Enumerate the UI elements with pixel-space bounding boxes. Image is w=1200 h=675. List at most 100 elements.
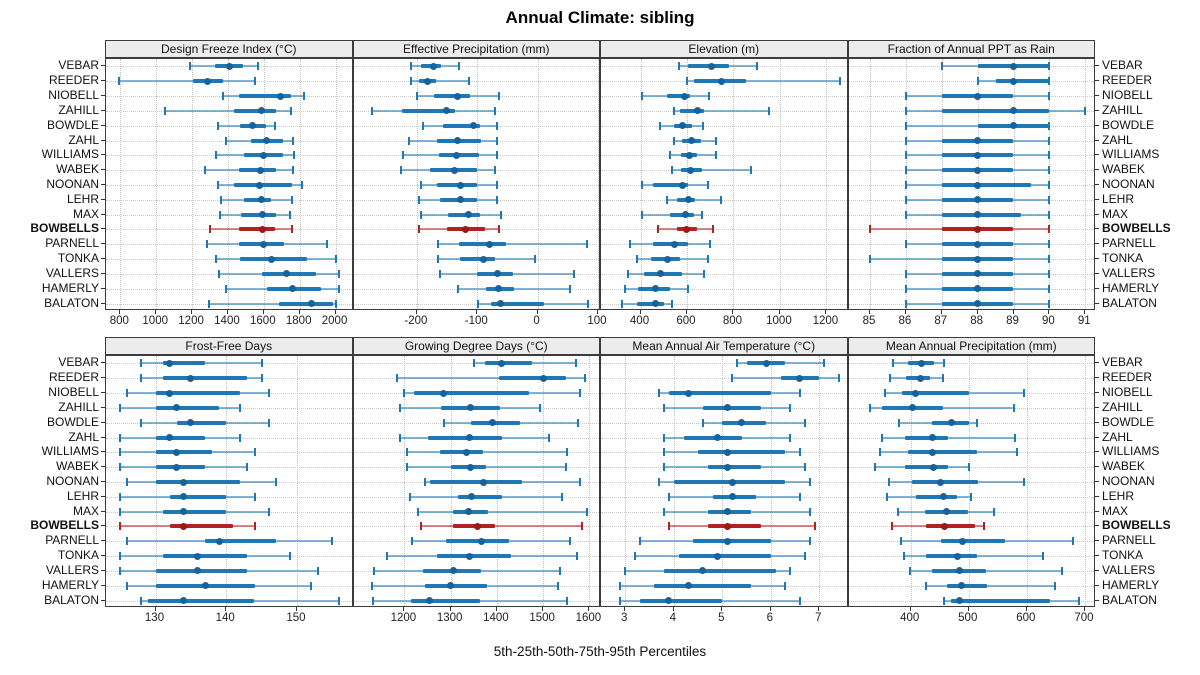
panel-strip: Fraction of Annual PPT as Rain [847, 40, 1095, 58]
whisker-cap-low [673, 136, 676, 145]
panel-title: Fraction of Annual PPT as Rain [887, 42, 1055, 56]
row-tick-right [1095, 139, 1099, 141]
median-dot [203, 77, 211, 85]
median-dot [263, 137, 271, 145]
median-dot [723, 463, 731, 471]
whisker-cap-low [370, 106, 373, 115]
whisker-cap-high [1048, 77, 1051, 86]
whisker-cap-high [1053, 581, 1056, 590]
whisker-cap-low [638, 537, 641, 546]
axis-tick-label: 5 [718, 612, 725, 624]
iqr-bar [707, 524, 762, 529]
median-dot [718, 77, 726, 85]
whisker-cap-high [982, 522, 985, 531]
row-tick-left [101, 599, 105, 601]
whisker-cap-low [419, 522, 422, 531]
median-dot [955, 567, 963, 575]
iqr-bar [995, 79, 1050, 84]
row-tick-right [1095, 80, 1099, 82]
iqr-bar [912, 480, 979, 484]
median-dot [912, 389, 920, 397]
iqr-bar [205, 539, 276, 544]
whisker-cap-low [940, 62, 943, 71]
whisker-cap-low [119, 566, 122, 575]
whisker-cap-low [438, 269, 441, 278]
iqr-bar [901, 391, 969, 396]
median-dot [465, 552, 473, 560]
whisker-cap-low [943, 596, 946, 605]
station-label-right: REEDER [1102, 73, 1153, 88]
whisker-cap-high [708, 92, 711, 101]
median-dot [713, 552, 721, 560]
whisker-cap-low [909, 566, 912, 575]
whisker-cap-low [663, 448, 666, 457]
median-dot [457, 196, 465, 204]
v-gridline [826, 59, 828, 309]
median-dot [796, 374, 804, 382]
row-gridline [848, 363, 1094, 365]
whisker-cap-low [891, 522, 894, 531]
axis-tick [1084, 310, 1086, 314]
median-dot [656, 270, 664, 278]
axis-tick-label: 140 [215, 612, 235, 624]
whisker-cap-high [586, 507, 589, 516]
plot-area [105, 355, 353, 607]
panel-strip: Design Freeze Index (°C) [105, 40, 353, 58]
whisker-cap-high [558, 566, 561, 575]
panel-title: Frost-Free Days [185, 339, 273, 353]
median-dot [449, 567, 457, 575]
whisker-cap-high [556, 581, 559, 590]
whisker-cap-low [398, 403, 401, 412]
whisker-cap-low [456, 284, 459, 293]
median-dot [495, 285, 503, 293]
axis-tick [672, 607, 674, 611]
axis-tick-label: 1300 [436, 612, 463, 624]
whisker-cap-low [873, 463, 876, 472]
axis-tick [1025, 607, 1027, 611]
median-dot [180, 493, 188, 501]
panel-strip: Frost-Free Days [105, 337, 353, 355]
whisker-line [165, 109, 291, 112]
chart-title: Annual Climate: sibling [505, 8, 695, 27]
axis-tick-label: 1600 [250, 315, 276, 327]
median-dot [277, 92, 285, 100]
station-label-left: WABEK [56, 162, 99, 177]
row-tick-right [1095, 451, 1099, 453]
median-dot [282, 270, 290, 278]
row-tick-right [1095, 198, 1099, 200]
row-tick-right [1095, 599, 1099, 601]
median-dot [678, 181, 686, 189]
whisker-cap-low [673, 106, 676, 115]
station-label-right: ZAHL [1102, 429, 1133, 444]
whisker-line [119, 80, 255, 83]
v-gridline [296, 356, 298, 606]
plot-area [600, 58, 848, 310]
axis-tick-label: 4 [669, 612, 676, 624]
station-label-right: ZAHILL [1102, 399, 1143, 414]
whisker-cap-low [636, 255, 639, 264]
axis-tick [869, 310, 871, 314]
station-label-right: BOWDLE [1102, 414, 1155, 429]
station-label-right: MAX [1102, 503, 1129, 518]
station-label-right: NIOBELL [1102, 385, 1153, 400]
median-dot [477, 537, 485, 545]
row-gridline [353, 303, 599, 305]
whisker-cap-low [410, 77, 413, 86]
whisker-cap-high [839, 77, 842, 86]
row-tick-left [101, 302, 105, 304]
row-tick-right [1095, 406, 1099, 408]
iqr-bar [667, 94, 691, 99]
axis-tick [225, 607, 227, 611]
whisker-cap-low [897, 507, 900, 516]
iqr-bar [707, 465, 762, 470]
panel-title: Mean Annual Precipitation (mm) [885, 339, 1057, 353]
median-dot [201, 582, 209, 590]
whisker-cap-low [904, 210, 907, 219]
whisker-cap-low [904, 121, 907, 130]
whisker-cap-low [904, 106, 907, 115]
station-label-left: BOWBELLS [30, 518, 99, 533]
median-dot [728, 493, 736, 501]
whisker-cap-high [837, 374, 840, 383]
whisker-cap-low [118, 77, 121, 86]
whisker-cap-low [372, 566, 375, 575]
